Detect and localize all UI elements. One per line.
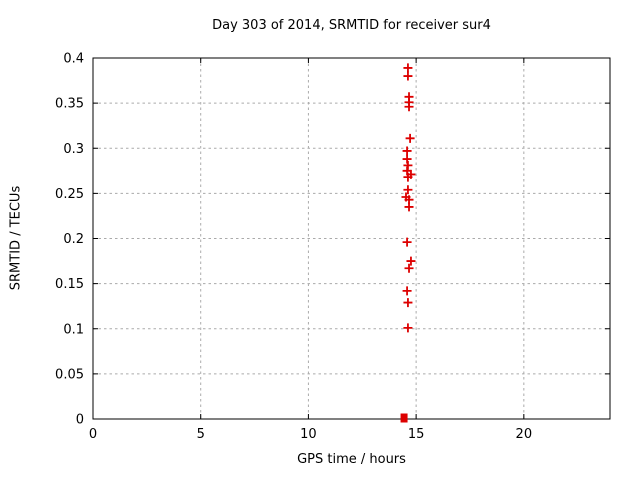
data-point-plus [403,323,413,333]
chart-title: Day 303 of 2014, SRMTID for receiver sur… [212,18,491,33]
x-axis-label: GPS time / hours [297,452,406,467]
data-point-plus [404,263,414,273]
data-point-plus [402,146,412,156]
data-point-plus [406,256,416,266]
y-tick-label: 0.1 [63,322,84,337]
y-tick-label: 0.15 [55,277,84,292]
y-tick-label: 0.2 [63,232,84,247]
data-point-plus [403,298,413,308]
y-tick-label: 0.4 [63,52,84,67]
data-point-plus [404,102,414,112]
data-point-plus [404,202,414,212]
data-point-plus [403,172,413,182]
x-tick-label: 5 [197,427,205,442]
x-tick-label: 15 [408,427,425,442]
y-tick-label: 0.35 [55,97,84,112]
data-point-plus [403,63,413,73]
data-point-plus [402,237,412,247]
y-tick-label: 0.3 [63,142,84,157]
y-tick-label: 0.25 [55,187,84,202]
data-point-plus [402,286,412,296]
data-point-plus [405,133,415,143]
x-tick-label: 0 [89,427,97,442]
data-point-square [400,413,408,423]
x-tick-label: 20 [516,427,533,442]
x-tick-label: 10 [300,427,317,442]
y-tick-label: 0 [76,413,84,428]
data-point-plus [403,71,413,81]
data-point-plus [403,185,413,195]
y-tick-label: 0.05 [55,367,84,382]
